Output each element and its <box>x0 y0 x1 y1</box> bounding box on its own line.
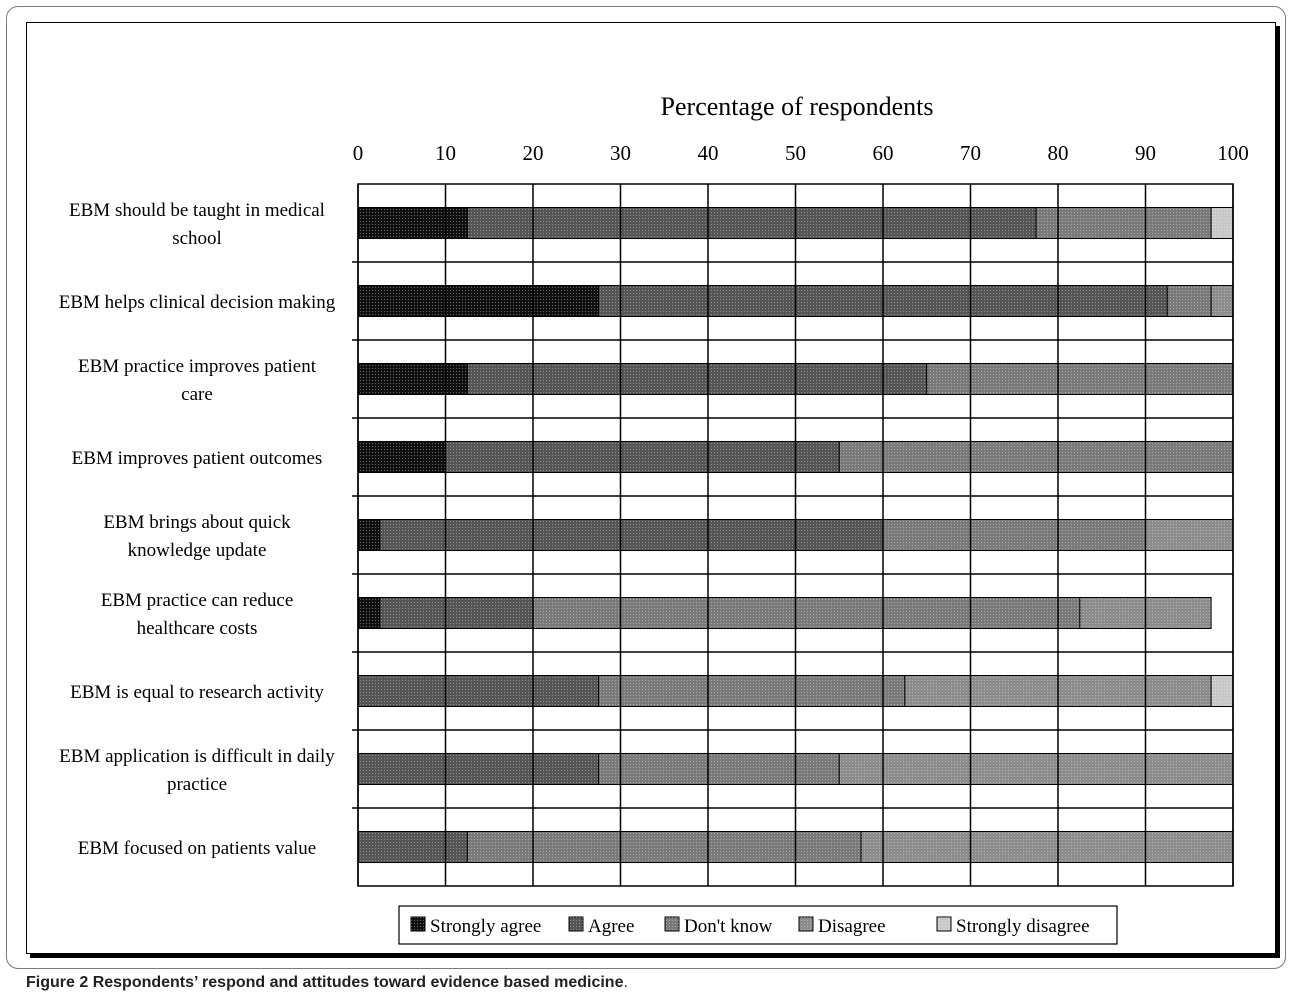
category-label: EBM helps clinical decision making <box>59 292 336 313</box>
bar-texture <box>839 441 1233 473</box>
legend-label: Agree <box>588 916 634 937</box>
category-label: EBM practice can reduce healthcare costs <box>101 590 294 639</box>
figure-caption: Figure 2 Respondents’ respond and attitu… <box>26 974 628 992</box>
legend-label: Don't know <box>684 916 773 937</box>
bar-texture <box>358 753 599 785</box>
bar-texture <box>861 831 1233 863</box>
legend-box <box>398 905 1118 945</box>
x-tick-label: 50 <box>785 141 806 165</box>
bar-texture <box>358 207 468 239</box>
legend-swatch-texture <box>937 917 951 931</box>
bar-texture <box>533 597 1080 629</box>
category-label: EBM application is difficult in daily pra… <box>59 746 335 795</box>
caption-figure-label: Figure 2 <box>26 974 89 991</box>
x-tick-label: 70 <box>960 141 981 165</box>
category-label: EBM should be taught in medical school <box>69 200 325 249</box>
bar-texture <box>883 519 1146 551</box>
bars <box>357 207 1234 863</box>
category-label: EBM practice improves patient care <box>78 356 317 405</box>
x-tick-label: 90 <box>1135 141 1156 165</box>
caption-title: Respondents’ respond and attitudes towar… <box>92 974 624 991</box>
bar-texture <box>358 441 446 473</box>
bar-texture <box>467 363 927 395</box>
bar-texture <box>358 831 468 863</box>
bar-texture <box>358 597 380 629</box>
legend-swatch-texture <box>665 917 679 931</box>
bar-texture <box>598 753 840 785</box>
bar-texture <box>358 363 468 395</box>
bar-texture <box>379 519 883 551</box>
plot-area-border <box>357 183 1234 887</box>
bar-texture <box>1211 285 1233 317</box>
legend-label: Strongly agree <box>430 916 541 937</box>
x-tick-label: 80 <box>1048 141 1069 165</box>
bar-texture <box>1145 519 1233 551</box>
bar-texture <box>379 597 533 629</box>
bar-texture <box>445 441 840 473</box>
bar-texture <box>839 753 1233 785</box>
category-labels: EBM should be taught in medical school EBM… <box>59 200 336 859</box>
legend-swatch-texture <box>411 917 425 931</box>
category-label: EBM brings about quick knowledge update <box>103 512 291 561</box>
legend-swatch-texture <box>799 917 813 931</box>
category-label: EBM improves patient outcomes <box>72 448 323 469</box>
bar-texture <box>358 519 380 551</box>
legend-swatch-texture <box>569 917 583 931</box>
legend-label: Strongly disagree <box>956 916 1090 937</box>
stacked-bar-chart: Percentage of respondents 0 10 20 30 40 50 60 7… <box>59 92 1249 945</box>
x-tick-labels: 0 10 20 30 40 50 60 70 80 90 100 <box>353 141 1249 165</box>
legend-label: Disagree <box>818 916 886 937</box>
bar-texture <box>1211 207 1233 239</box>
x-tick-label: 20 <box>523 141 544 165</box>
bar-texture <box>358 675 599 707</box>
bar-texture <box>1211 675 1233 707</box>
bar-texture <box>598 675 905 707</box>
bar-texture <box>926 363 1233 395</box>
caption-end: . <box>623 974 628 991</box>
bar-texture <box>467 207 1037 239</box>
x-tick-label: 30 <box>610 141 631 165</box>
x-tick-label: 100 <box>1217 141 1249 165</box>
x-tick-label: 0 <box>353 141 364 165</box>
category-label: EBM focused on patients value <box>78 838 317 859</box>
category-label: EBM is equal to research activity <box>70 682 324 703</box>
legend: Strongly agree Agree Don't know Disagree Str… <box>398 905 1118 945</box>
bar-texture <box>358 285 599 317</box>
x-tick-label: 10 <box>435 141 456 165</box>
chart-panel: Percentage of respondents 0 10 20 30 40 50 60 7… <box>26 22 1276 954</box>
bar-texture <box>467 831 862 863</box>
x-tick-label: 40 <box>698 141 719 165</box>
x-axis-title: Percentage of respondents <box>661 92 934 121</box>
bar-texture <box>1036 207 1212 239</box>
bar-texture <box>1167 285 1212 317</box>
x-tick-label: 60 <box>873 141 894 165</box>
